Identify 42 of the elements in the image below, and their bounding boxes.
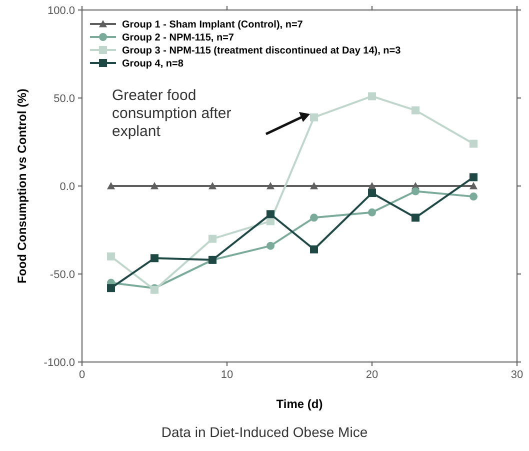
legend-label: Group 2 - NPM-115, n=7 [122,32,234,44]
text: Data in Diet-Induced Obese Mice [161,424,368,440]
x-axis-title: Time (d) [276,397,323,411]
point [208,234,216,243]
point [368,208,376,216]
legend-label: Group 3 - NPM-115 (treatment discontinued at Day 14), n=3 [122,46,402,56]
y-tick-label: 0.0 [60,180,75,193]
point [368,92,376,100]
point [368,182,376,190]
point [412,214,420,222]
point [470,192,478,201]
point [412,106,420,114]
legend-label: Group 4, n=8 [122,58,184,70]
point [470,182,478,190]
y-tick-label: -100.0 [44,356,75,369]
point [266,182,274,190]
point [107,252,115,260]
x-tick-label: 0 [78,369,86,381]
annotation: Greater food consumption after explant [112,87,232,140]
legend-label: Group 1 - Sham Implant (Control), n=7 [122,20,304,30]
point [208,182,216,190]
point [368,189,376,198]
point [470,173,478,182]
point [310,214,318,222]
point [310,245,318,254]
point [470,140,478,148]
point [412,187,420,196]
y-tick-label: -50.0 [50,268,75,281]
x-tick-label: 20 [366,369,378,381]
x-tick-label: 30 [510,369,524,381]
y-axis-title: Food Consumption vs Control (%) [15,88,29,284]
y-tick-label: 100.0 [47,4,75,17]
point [310,113,318,122]
point [150,254,158,262]
point [107,182,115,190]
point [266,210,274,218]
point [150,182,158,190]
point [310,182,318,190]
point [107,284,115,292]
x-tick-label: 10 [220,369,234,381]
y-tick-label: 50.0 [54,92,75,105]
point [266,242,274,250]
